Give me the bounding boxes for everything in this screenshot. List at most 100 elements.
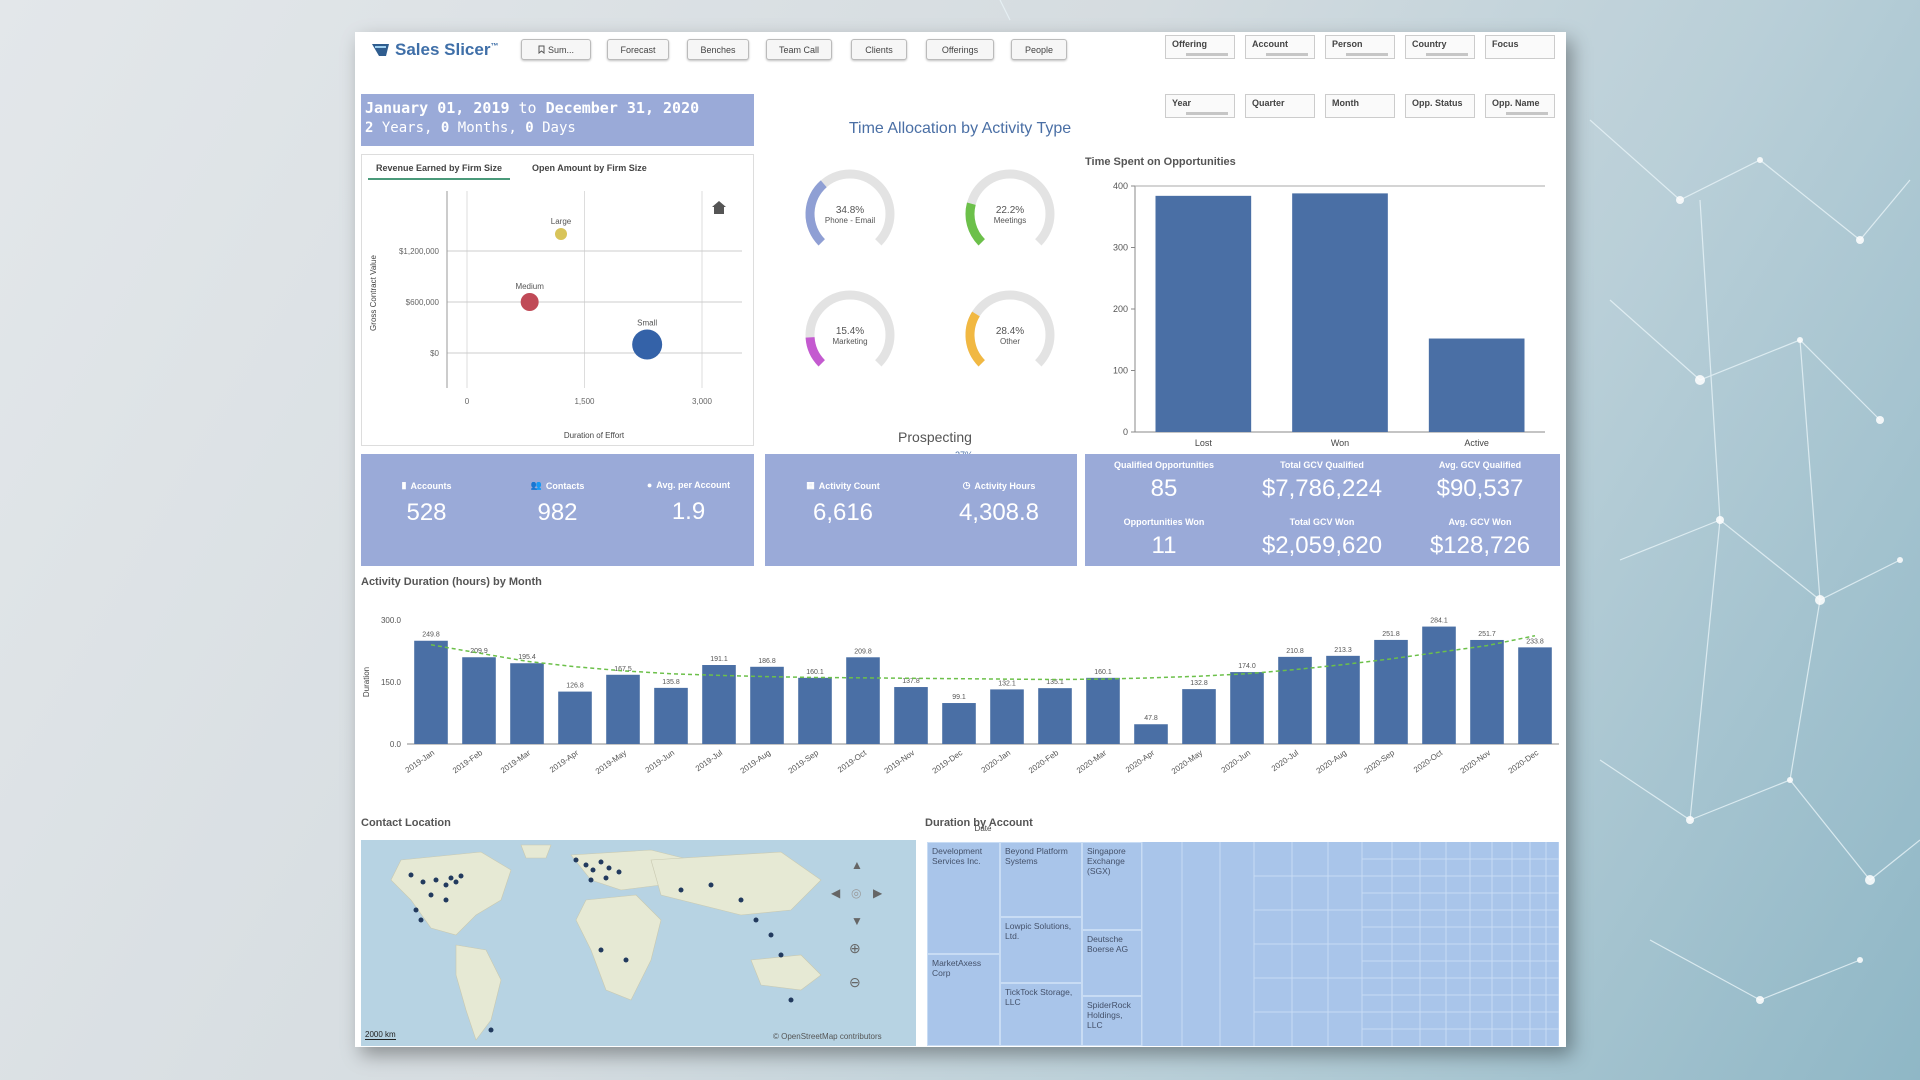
app-title: Sales Slicer™: [395, 40, 499, 59]
month-bar[interactable]: [606, 674, 640, 744]
month-bar[interactable]: [1470, 639, 1504, 744]
month-bar[interactable]: [1086, 677, 1120, 744]
gauge-fill[interactable]: [965, 311, 986, 367]
month-bar[interactable]: [942, 703, 976, 744]
nav-team-call-button[interactable]: Team Call: [766, 39, 832, 60]
treemap-cell[interactable]: Development Services Inc.: [927, 842, 1000, 954]
filter-opp-status[interactable]: Opp. Status: [1405, 94, 1475, 118]
opps-bar-chart[interactable]: 0 100 200 300 400 Lost Won Active: [1085, 174, 1555, 456]
month-bar[interactable]: [846, 657, 880, 744]
treemap-cell[interactable]: Beyond Platform Systems: [1000, 842, 1082, 917]
month-bar[interactable]: [1038, 688, 1072, 744]
filter-month[interactable]: Month: [1325, 94, 1395, 118]
tab-open-amount[interactable]: Open Amount by Firm Size: [532, 163, 647, 173]
bar-value-label: 249.8: [422, 632, 440, 639]
filter-person[interactable]: Person: [1325, 35, 1395, 59]
month-bar[interactable]: [1374, 639, 1408, 744]
center-icon[interactable]: ◎: [851, 886, 862, 900]
month-bar[interactable]: [750, 666, 784, 744]
treemap-cell[interactable]: TickTock Storage, LLC: [1000, 983, 1082, 1046]
bar-value-label: 284.1: [1430, 618, 1448, 625]
treemap-cell[interactable]: Singapore Exchange (SGX): [1082, 842, 1142, 930]
treemap-cell[interactable]: Deutsche Boerse AG: [1082, 930, 1142, 996]
month-bar[interactable]: [1182, 689, 1216, 744]
opps-bar[interactable]: [1292, 193, 1388, 432]
scatter-point-label: Large: [551, 217, 572, 226]
opps-bar[interactable]: [1155, 195, 1252, 432]
tab-revenue-earned[interactable]: Revenue Earned by Firm Size: [368, 163, 511, 180]
filter-country[interactable]: Country: [1405, 35, 1475, 59]
month-bar[interactable]: [462, 657, 496, 744]
month-bar[interactable]: [990, 689, 1024, 744]
x-tick-label: 2019-Jan: [404, 748, 436, 775]
up-arrow-icon[interactable]: ▲: [851, 858, 863, 872]
zoom-out-icon[interactable]: ⊖: [849, 974, 861, 990]
world-map: [390, 844, 822, 1041]
nav-forecast-button[interactable]: Forecast: [607, 39, 669, 60]
filter-offering[interactable]: Offering: [1165, 35, 1235, 59]
gauge-fill[interactable]: [805, 180, 827, 246]
filter-focus[interactable]: Focus: [1485, 35, 1555, 59]
nav-benches-button[interactable]: Benches: [687, 39, 749, 60]
nav-clients-button[interactable]: Clients: [851, 39, 907, 60]
opps-chart-title: Time Spent on Opportunities: [1085, 156, 1236, 168]
home-icon[interactable]: [712, 201, 726, 214]
nav-people-button[interactable]: People: [1011, 39, 1067, 60]
scatter-point[interactable]: [632, 329, 663, 360]
kpi-activity-count: ▦ Activity Count 6,616: [806, 480, 880, 526]
treemap-cell[interactable]: SpiderRock Holdings, LLC: [1082, 996, 1142, 1046]
calendar-icon: ▦: [806, 480, 815, 490]
x-tick-label: 2020-May: [1170, 748, 1204, 776]
scatter-point[interactable]: [555, 228, 567, 240]
gauge-fill[interactable]: [965, 202, 986, 246]
opps-bar[interactable]: [1428, 338, 1525, 432]
x-tick-label: 2019-Jul: [694, 748, 724, 773]
zoom-in-icon[interactable]: ⊕: [849, 940, 861, 956]
scatter-chart[interactable]: 0 1,500 3,000 $0 $600,000 $1,200,000 Duration …: [362, 183, 753, 443]
month-bar[interactable]: [1278, 656, 1312, 744]
treemap-cell[interactable]: Lowpic Solutions, Ltd.: [1000, 917, 1082, 983]
y-tick-label: 300.0: [381, 616, 402, 625]
filter-opp-name[interactable]: Opp. Name: [1485, 94, 1555, 118]
treemap-cell[interactable]: MarketAxess Corp: [927, 954, 1000, 1046]
bar-value-label: 174.0: [1238, 663, 1256, 670]
contact-location-map[interactable]: ▲ ◀ ◎ ▶ ▼ ⊕ ⊖ 2000 km © OpenStreetMap co…: [361, 840, 916, 1046]
y-tick-label: 200: [1113, 304, 1128, 314]
month-bar[interactable]: [702, 665, 736, 744]
month-bar[interactable]: [1230, 672, 1264, 744]
bar-value-label: 132.8: [1190, 680, 1208, 687]
scatter-point[interactable]: [520, 293, 539, 311]
x-tick-label: 1,500: [574, 397, 595, 406]
kpi-avg-gcv-qualified: Avg. GCV Qualified $90,537: [1436, 460, 1524, 502]
down-arrow-icon[interactable]: ▼: [851, 914, 863, 928]
x-axis-label: Date: [975, 824, 992, 833]
month-bar[interactable]: [414, 640, 448, 744]
gauge-fill[interactable]: [805, 336, 826, 367]
map-credit[interactable]: © OpenStreetMap contributors: [773, 1032, 882, 1041]
month-bar[interactable]: [1134, 724, 1168, 744]
filter-year[interactable]: Year: [1165, 94, 1235, 118]
month-bar[interactable]: [654, 687, 688, 744]
x-tick-label: 2020-Feb: [1027, 748, 1061, 775]
scatter-point-label: Medium: [515, 282, 544, 291]
month-bar[interactable]: [798, 677, 832, 744]
firm-size-scatter-panel: Revenue Earned by Firm Size Open Amount …: [361, 154, 754, 446]
month-bar[interactable]: [558, 691, 592, 744]
filter-account[interactable]: Account: [1245, 35, 1315, 59]
nav-offerings-button[interactable]: Offerings: [926, 39, 994, 60]
nav-summary-button[interactable]: Sum...: [521, 39, 591, 60]
left-arrow-icon[interactable]: ◀: [831, 886, 841, 900]
duration-by-account-treemap[interactable]: Development Services Inc. Beyond Platfor…: [927, 842, 1559, 1046]
filter-quarter[interactable]: Quarter: [1245, 94, 1315, 118]
month-bar[interactable]: [1518, 647, 1552, 744]
x-tick-label: 2020-Jun: [1220, 748, 1252, 775]
month-bar[interactable]: [510, 663, 544, 744]
date-range-banner: January 01, 2019 to December 31, 2020 2 …: [361, 94, 754, 146]
bar-value-label: 99.1: [952, 694, 966, 701]
bar-value-label: 132.1: [998, 680, 1016, 687]
month-bar[interactable]: [1422, 626, 1456, 744]
right-arrow-icon[interactable]: ▶: [873, 886, 883, 900]
month-bar[interactable]: [894, 687, 928, 744]
monthly-bar-chart[interactable]: 0.0 150.0 300.0 Duration 249.8 2019-Jan 209.9 2…: [359, 592, 1559, 837]
month-bar[interactable]: [1326, 655, 1360, 744]
